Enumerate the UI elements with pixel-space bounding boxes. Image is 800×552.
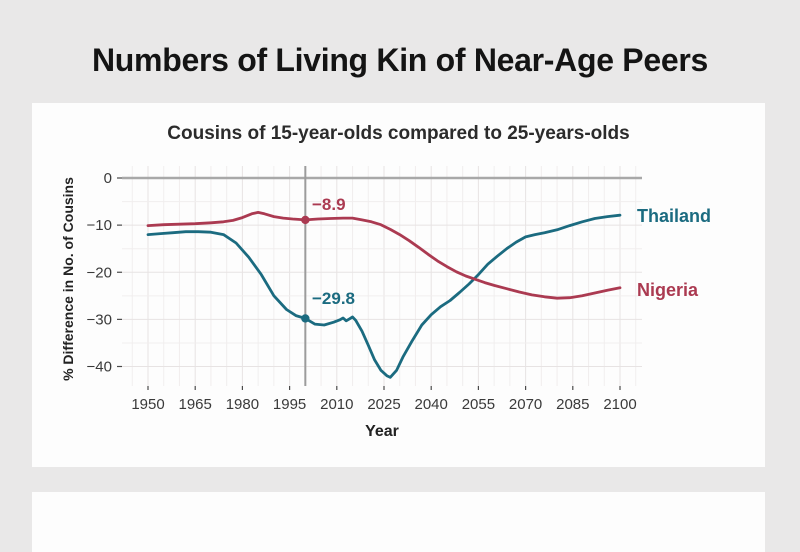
x-tick-label: 2055: [462, 396, 495, 413]
x-tick-label: 2025: [367, 396, 400, 413]
annotation-thailand-value: −29.8: [312, 289, 356, 308]
x-tick-label: 1965: [179, 396, 212, 413]
y-tick-label: −20: [87, 264, 112, 281]
series-label-nigeria: Nigeria: [637, 280, 699, 300]
y-tick-label: −30: [87, 311, 112, 328]
x-tick-label: 2040: [415, 396, 448, 413]
chart-card: Cousins of 15-year-olds compared to 25-y…: [32, 103, 765, 467]
next-card-partial: [32, 492, 765, 552]
annotation-nigeria-value: −8.9: [312, 195, 346, 214]
series-line-thailand: [146, 213, 622, 379]
x-tick-label: 1995: [273, 396, 306, 413]
page-title: Numbers of Living Kin of Near-Age Peers: [92, 42, 708, 78]
series-line-nigeria: [146, 211, 622, 300]
series-label-thailand: Thailand: [637, 206, 712, 226]
y-tick-label: 0: [104, 170, 112, 187]
y-tick-label: −40: [87, 359, 112, 376]
x-tick-label: 2010: [320, 396, 353, 413]
x-tick-label: 2100: [603, 396, 636, 413]
x-tick-label: 2070: [509, 396, 542, 413]
x-axis-title: Year: [365, 423, 399, 440]
x-tick-label: 1950: [131, 396, 164, 413]
marked-point-thailand: [301, 314, 310, 323]
marked-point-nigeria: [301, 215, 310, 225]
x-tick-label: 2085: [556, 396, 589, 413]
chart-title: Cousins of 15-year-olds compared to 25-y…: [167, 123, 630, 144]
x-tick-label: 1980: [226, 396, 259, 413]
y-tick-label: −10: [87, 217, 112, 234]
line-chart-plot: 1950 1965 1980 1995 2010 2025 2040 2055 2070 2085…: [87, 166, 642, 413]
